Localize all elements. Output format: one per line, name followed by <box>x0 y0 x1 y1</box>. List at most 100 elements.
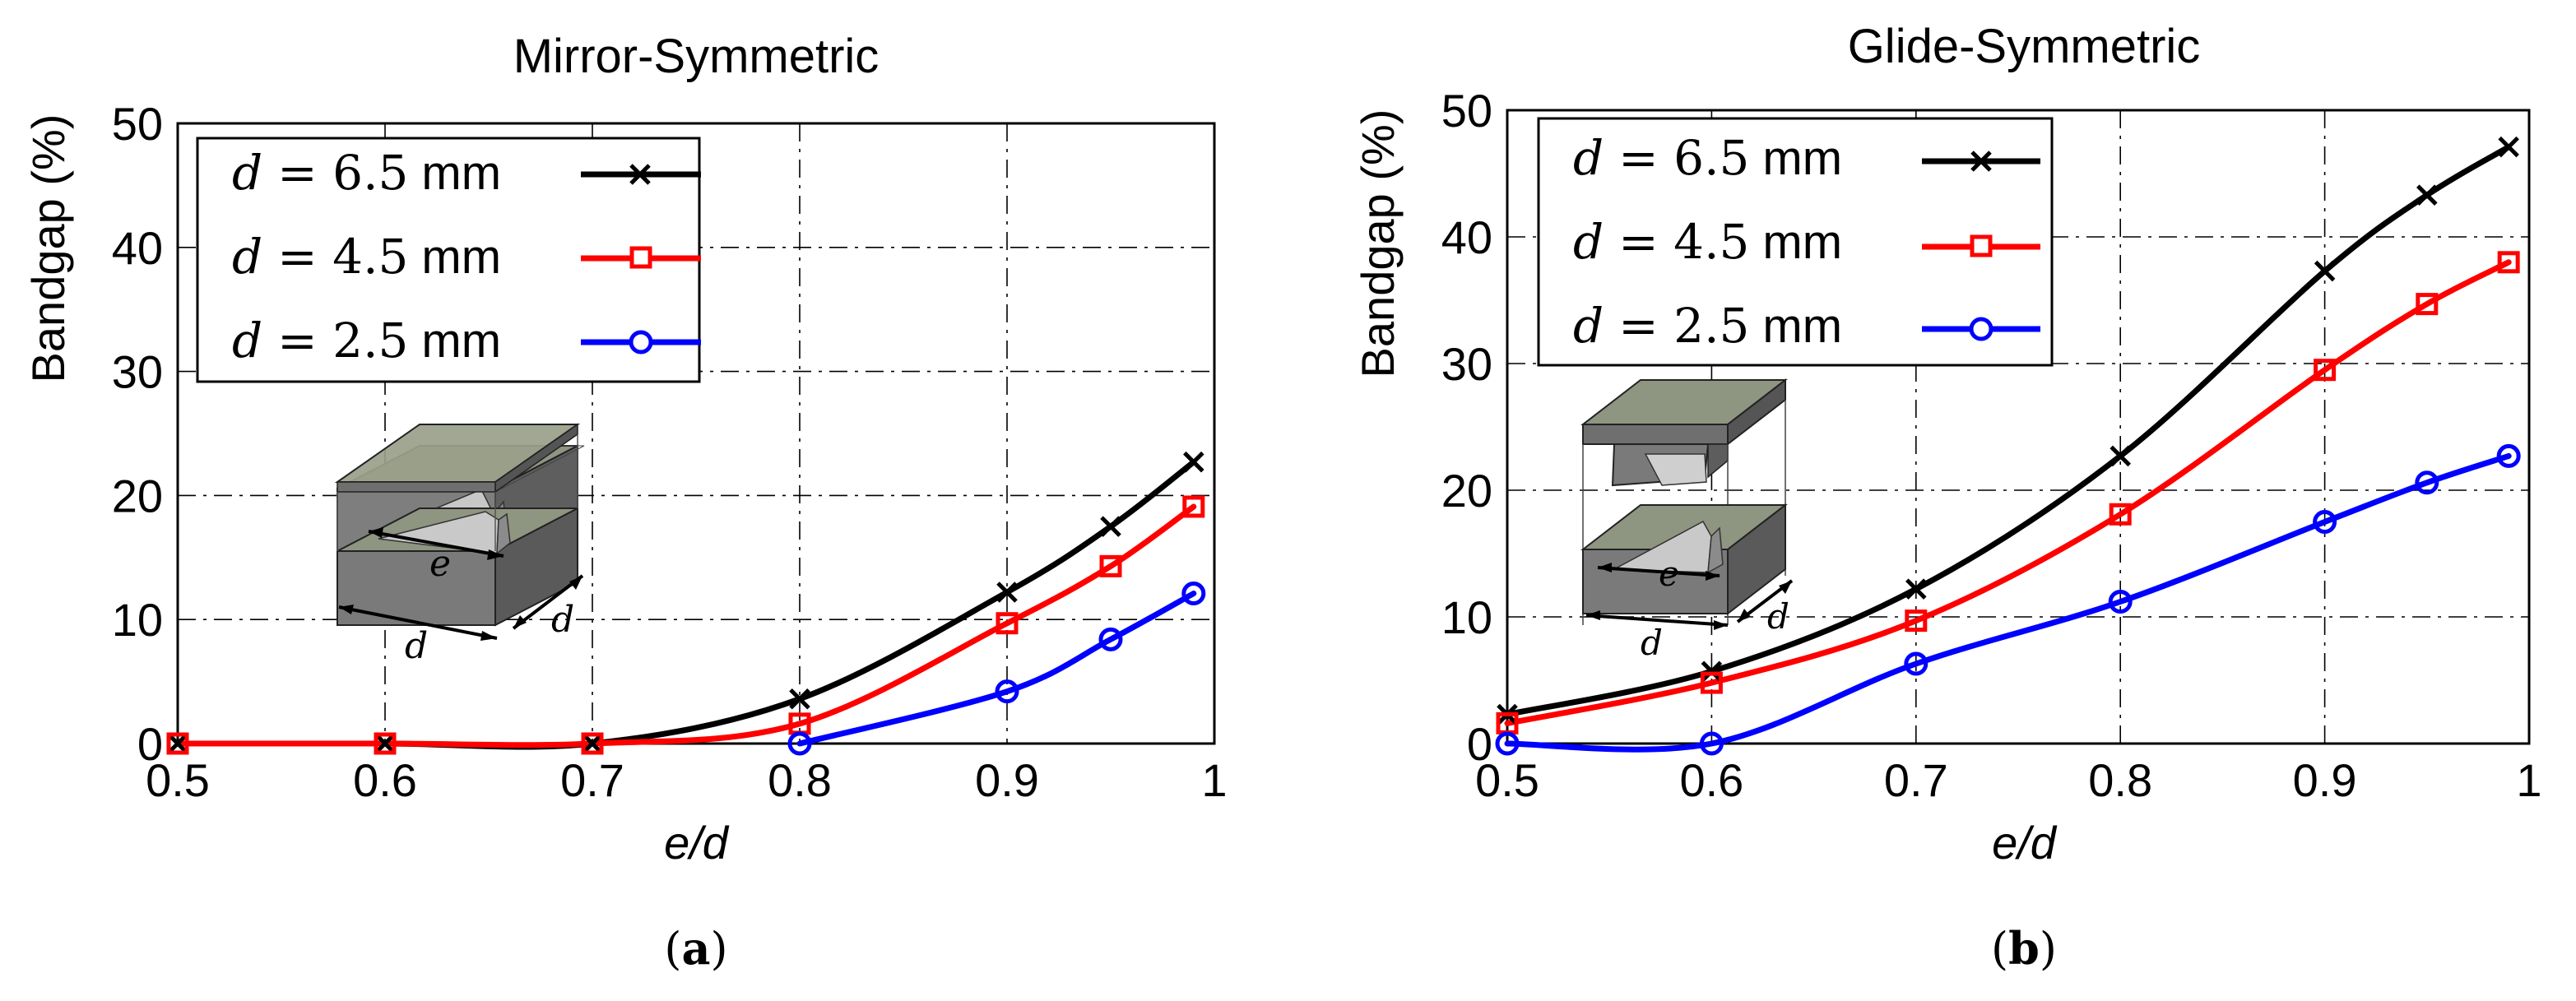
data-point-x-marker <box>2110 445 2131 467</box>
panel-b-inset-label-d-bottom: d <box>1641 623 1663 663</box>
x-tick-label: 0.5 <box>146 754 210 806</box>
data-point-x-marker <box>2498 136 2519 158</box>
data-point-square-marker <box>2416 293 2439 316</box>
panel-b-x-axis-label: e/d <box>1992 817 2058 869</box>
data-point-square-marker <box>1099 554 1122 577</box>
panel-a-caption: (a) <box>664 922 727 975</box>
legend-value: = 6.5 <box>277 145 408 201</box>
panel-a-title: Mirror-Symmetric <box>513 30 880 83</box>
panel-b-y-ticks: 0 10 20 30 40 50 <box>1441 85 1492 770</box>
data-point-x-marker <box>1701 660 1723 682</box>
y-tick-label: 20 <box>1441 465 1492 517</box>
panel-b-inset-glide-cell: e d d <box>1580 378 1794 663</box>
data-point-square-marker <box>1182 495 1205 518</box>
data-point-square-marker <box>1700 671 1723 694</box>
legend-unit: mm <box>1762 132 1842 185</box>
data-point-circle-marker <box>2496 443 2521 468</box>
svg-text:d= 6.5mm: d = 6.5 mm <box>232 145 501 201</box>
panel-a-x-axis-label: e/d <box>664 817 730 869</box>
panel-a-inset-label-d-side: d <box>551 599 574 641</box>
data-point-square-marker <box>2109 503 2132 526</box>
y-tick-label: 30 <box>1441 338 1492 390</box>
legend-value: = 4.5 <box>1618 214 1749 270</box>
legend-value: = 2.5 <box>277 313 408 368</box>
data-point-circle-marker <box>1181 582 1206 606</box>
legend-var: d <box>1573 298 1604 354</box>
panel-b-inset-label-d-side: d <box>1767 596 1789 637</box>
data-point-circle-marker <box>1904 651 1929 676</box>
x-tick-label: 0.9 <box>975 754 1039 806</box>
panel-b-caption: (b) <box>1991 922 2057 975</box>
data-point-square-marker <box>788 712 811 735</box>
x-tick-label: 0.6 <box>353 754 417 806</box>
x-tick-label: 0.8 <box>2088 754 2152 806</box>
x-tick-label: 0.7 <box>1884 754 1948 806</box>
legend-unit: mm <box>421 314 501 368</box>
data-point-x-marker <box>167 733 188 754</box>
svg-text:d= 6.5mm: d = 6.5 mm <box>1573 130 1842 186</box>
panel-b-caption-open: ( <box>1991 923 2008 975</box>
legend-var: d <box>1573 130 1604 186</box>
data-point-circle-marker <box>995 679 1019 704</box>
panel-b: Glide-Symmetric 0 10 20 30 40 50 0.5 0.6 0.7 0.8… <box>1352 20 2542 975</box>
data-point-circle-marker <box>1098 627 1123 651</box>
panel-a-inset-mirror-cell: e d d <box>334 423 585 667</box>
x-tick-label: 0.6 <box>1679 754 1743 806</box>
data-point-square-marker <box>374 732 397 755</box>
panel-a-caption-letter: a <box>682 922 711 975</box>
svg-text:d= 4.5mm: d = 4.5 mm <box>232 229 501 285</box>
data-point-circle-marker <box>1699 731 1724 756</box>
panel-a-legend-entry-6-5: d = 6.5 mm <box>232 145 701 201</box>
x-tick-label: 0.8 <box>768 754 832 806</box>
y-tick-label: 10 <box>112 594 163 646</box>
y-tick-label: 50 <box>1441 85 1492 137</box>
data-point-x-marker <box>996 582 1018 603</box>
data-point-square-marker <box>1496 711 1519 735</box>
legend-value: = 2.5 <box>1618 298 1749 354</box>
legend-value: = 6.5 <box>1618 130 1749 186</box>
panel-a-inset-label-d-bottom: d <box>405 625 428 667</box>
panel-a-caption-close: ) <box>711 923 728 975</box>
panel-b-markers <box>1495 136 2521 756</box>
x-tick-label: 0.9 <box>2293 754 2357 806</box>
panel-a-y-axis-label: Bandgap (%) <box>22 114 74 383</box>
data-point-x-marker <box>1100 516 1121 537</box>
data-point-x-marker <box>1183 451 1204 473</box>
data-point-square-marker <box>166 732 189 755</box>
series-line-d-25 <box>1504 452 2512 753</box>
data-point-square-marker <box>2497 251 2520 274</box>
panel-b-legend-entry-4-5: d = 4.5 mm <box>1573 214 2040 270</box>
panel-b-caption-letter: b <box>2008 922 2040 975</box>
panel-a-y-ticks: 0 10 20 30 40 50 <box>112 98 163 770</box>
legend-unit: mm <box>1762 299 1842 353</box>
data-point-x-marker <box>2314 260 2336 282</box>
series-line-d-45 <box>1504 259 2512 726</box>
panel-b-y-axis-label: Bandgap (%) <box>1352 109 1404 378</box>
y-tick-label: 40 <box>112 222 163 274</box>
data-point-square-marker <box>2314 359 2337 382</box>
x-tick-label: 1 <box>1201 754 1227 806</box>
data-point-x-marker <box>582 733 603 754</box>
panel-b-x-ticks: 0.5 0.6 0.7 0.8 0.9 1 <box>1475 754 2542 806</box>
legend-unit: mm <box>421 230 501 284</box>
legend-unit: mm <box>421 146 501 200</box>
legend-var: d <box>232 229 262 285</box>
y-tick-label: 30 <box>112 346 163 398</box>
panel-b-legend-entry-6-5: d = 6.5 mm <box>1573 130 2040 186</box>
panel-b-caption-close: ) <box>2040 923 2057 975</box>
y-tick-label: 0 <box>1467 718 1492 770</box>
svg-text:d= 2.5mm: d = 2.5 mm <box>232 313 501 368</box>
legend-var: d <box>232 313 262 368</box>
data-point-circle-marker <box>2415 470 2439 495</box>
legend-unit: mm <box>1762 215 1842 269</box>
data-point-x-marker <box>2416 184 2438 206</box>
data-point-circle-marker <box>2313 510 2337 534</box>
y-tick-label: 50 <box>112 98 163 150</box>
y-tick-label: 10 <box>1441 591 1492 643</box>
panel-a-legend-entry-4-5: d = 4.5 mm <box>232 229 701 285</box>
legend-var: d <box>232 145 262 201</box>
panel-b-legend-entry-2-5: d = 2.5 mm <box>1573 298 2040 354</box>
panel-b-inset-label-e: e <box>1659 554 1679 594</box>
panel-a-x-ticks: 0.5 0.6 0.7 0.8 0.9 1 <box>146 754 1228 806</box>
data-point-circle-marker <box>2108 590 2133 614</box>
